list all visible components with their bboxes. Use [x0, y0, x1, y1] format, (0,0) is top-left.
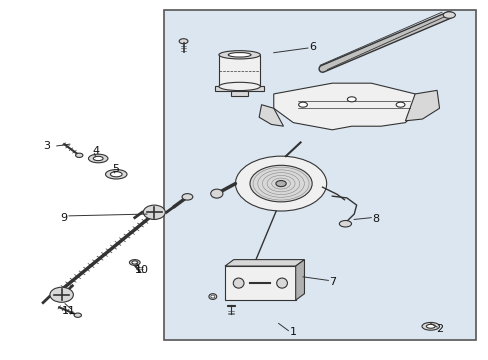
- Text: 4: 4: [92, 146, 99, 156]
- Ellipse shape: [219, 51, 260, 59]
- Polygon shape: [405, 90, 439, 121]
- Polygon shape: [295, 260, 304, 300]
- Ellipse shape: [346, 97, 355, 102]
- Ellipse shape: [182, 194, 192, 200]
- Text: 9: 9: [61, 213, 67, 222]
- Text: 2: 2: [435, 324, 442, 334]
- Text: 5: 5: [112, 164, 119, 174]
- Bar: [214, 86, 264, 91]
- Ellipse shape: [129, 260, 140, 265]
- Ellipse shape: [298, 102, 307, 107]
- Ellipse shape: [339, 221, 351, 227]
- Polygon shape: [224, 260, 304, 266]
- Ellipse shape: [276, 278, 287, 288]
- Ellipse shape: [208, 294, 216, 300]
- Polygon shape: [259, 105, 283, 126]
- Bar: [163, 10, 475, 339]
- Text: 11: 11: [62, 306, 76, 316]
- Ellipse shape: [143, 205, 165, 220]
- Ellipse shape: [132, 261, 138, 264]
- Ellipse shape: [50, 287, 73, 302]
- Bar: [226, 305, 234, 306]
- Ellipse shape: [210, 295, 214, 298]
- Text: 1: 1: [289, 327, 296, 337]
- Bar: [224, 266, 295, 300]
- Ellipse shape: [228, 53, 250, 57]
- Bar: [219, 55, 260, 86]
- Text: 8: 8: [372, 215, 379, 224]
- Ellipse shape: [179, 39, 187, 44]
- Ellipse shape: [275, 180, 285, 186]
- Ellipse shape: [93, 156, 103, 161]
- Bar: [231, 91, 247, 96]
- Ellipse shape: [235, 156, 326, 211]
- Ellipse shape: [76, 153, 83, 157]
- Ellipse shape: [442, 12, 454, 18]
- Ellipse shape: [105, 170, 127, 179]
- Ellipse shape: [219, 82, 260, 91]
- Ellipse shape: [421, 323, 439, 330]
- Text: 6: 6: [308, 42, 316, 52]
- Ellipse shape: [88, 154, 108, 163]
- Text: 7: 7: [328, 277, 335, 287]
- Text: 3: 3: [43, 141, 50, 151]
- Text: 10: 10: [135, 265, 149, 275]
- Ellipse shape: [233, 278, 244, 288]
- Ellipse shape: [74, 313, 81, 318]
- Ellipse shape: [395, 102, 404, 107]
- Polygon shape: [273, 83, 419, 130]
- Ellipse shape: [426, 324, 434, 328]
- Ellipse shape: [249, 165, 311, 202]
- Ellipse shape: [210, 189, 223, 198]
- Ellipse shape: [110, 172, 122, 177]
